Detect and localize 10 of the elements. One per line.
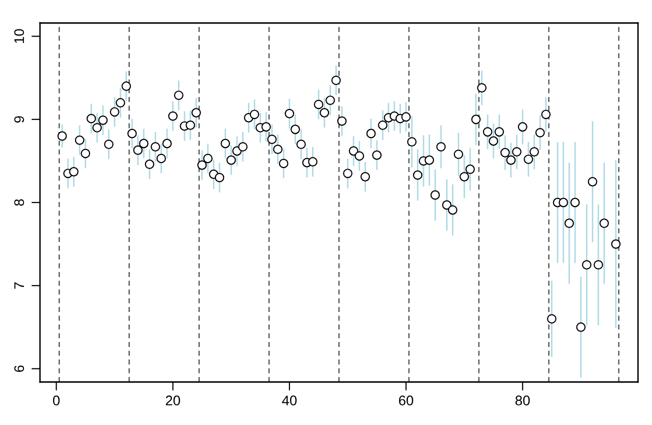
x-tick-label: 40 bbox=[282, 396, 297, 406]
x-tick-label: 20 bbox=[166, 396, 180, 406]
y-tick-label: 7 bbox=[14, 282, 24, 289]
x-tick-label: 0 bbox=[53, 396, 60, 406]
y-tick-label: 8 bbox=[14, 199, 24, 206]
y-tick-label: 6 bbox=[14, 365, 24, 372]
y-tick-label: 10 bbox=[14, 29, 24, 43]
x-tick-label: 80 bbox=[515, 396, 530, 406]
y-tick-label: 9 bbox=[14, 116, 24, 123]
x-tick-label: 60 bbox=[399, 396, 414, 406]
